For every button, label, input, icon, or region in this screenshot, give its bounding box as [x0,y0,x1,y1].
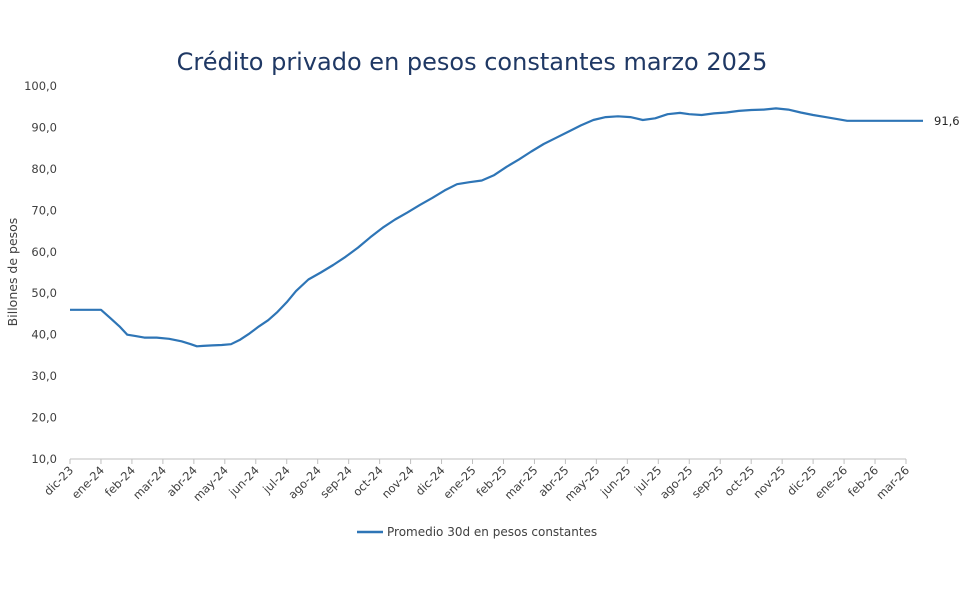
series-group [70,107,923,348]
end-value-label: 91,6 [934,114,960,128]
y-tick-label: 10,0 [31,452,57,466]
y-tick-label: 80,0 [31,162,57,176]
x-tick-label: may-25 [562,463,603,504]
x-tick-label: jun-25 [597,463,633,499]
y-tick-label: 40,0 [31,328,57,342]
x-tick-label: ene-24 [69,463,107,501]
y-tick-label: 50,0 [31,286,57,300]
y-axis-label: Billones de pesos [5,218,20,327]
y-tick-label: 100,0 [24,79,57,93]
x-tick-label: sep-24 [317,463,355,501]
x-tick-label: sep-25 [689,463,727,501]
x-tick-label: jun-24 [225,463,261,499]
y-tick-label: 70,0 [31,203,57,217]
x-tick-label: ene-26 [812,463,850,501]
x-tick-label: mar-25 [502,463,541,502]
x-axis-ticks: dic-23ene-24feb-24mar-24abr-24may-24jun-… [41,459,912,504]
y-tick-label: 60,0 [31,245,57,259]
chart-title: Crédito privado en pesos constantes marz… [177,48,768,76]
x-tick-label: ene-25 [440,463,478,501]
x-tick-label: mar-24 [130,463,169,502]
x-tick-label: nov-24 [379,463,417,501]
y-tick-label: 20,0 [31,411,57,425]
x-tick-label: ago-24 [285,463,323,501]
y-tick-label: 90,0 [31,120,57,134]
y-axis-ticks: 10,0 20,0 30,0 40,0 50,0 60,0 70,0 80,0 90,0 100,… [24,79,57,466]
y-tick-label: 30,0 [31,369,57,383]
series-line [70,107,923,348]
legend-label: Promedio 30d en pesos constantes [387,525,597,539]
x-tick-label: nov-25 [750,463,788,501]
x-tick-label: ago-25 [657,463,695,501]
x-tick-label: mar-26 [873,463,912,502]
legend: Promedio 30d en pesos constantes [357,525,597,539]
x-tick-label: may-24 [190,463,231,504]
